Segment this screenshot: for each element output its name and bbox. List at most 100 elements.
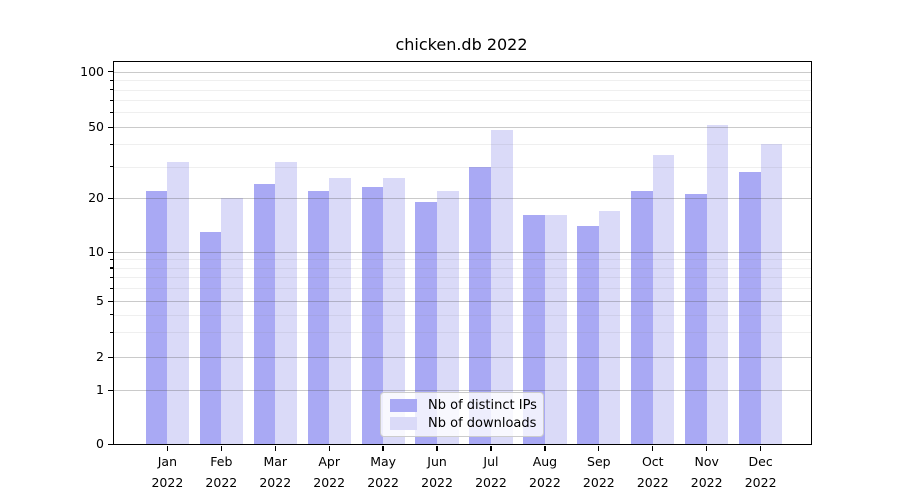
bar-mar-distinct-ips bbox=[253, 183, 276, 444]
legend-label-distinct-ips: Nb of distinct IPs bbox=[428, 398, 537, 413]
bar-jan-downloads bbox=[167, 161, 189, 444]
bar-sep-distinct-ips bbox=[577, 225, 599, 444]
x-tick-oct bbox=[652, 445, 654, 451]
x-tick-label-jan: Jan 2022 bbox=[151, 454, 184, 490]
bar-may-downloads bbox=[383, 177, 405, 444]
bar-jun-distinct-ips bbox=[415, 201, 438, 444]
minor-gridline-80 bbox=[114, 89, 811, 91]
bar-mar-downloads bbox=[275, 161, 297, 444]
bar-feb-distinct-ips bbox=[199, 231, 222, 444]
major-gridline-1 bbox=[114, 390, 811, 392]
y-tick-label-2: 2 bbox=[96, 349, 104, 364]
plot-area: 0 1 2 5 10 20 50 100 Jan 2022 Feb 2022 Mar 2022 Apr 202… bbox=[80, 61, 812, 490]
minor-gridline-8 bbox=[114, 267, 811, 269]
x-tick-label-apr: Apr 2022 bbox=[313, 454, 346, 490]
x-tick-jul bbox=[490, 445, 492, 451]
x-tick-jun bbox=[436, 445, 438, 451]
minor-gridline-30 bbox=[114, 166, 811, 168]
x-tick-label-nov: Nov 2022 bbox=[690, 454, 723, 490]
legend-item-distinct-ips: Nb of distinct IPs bbox=[390, 398, 537, 413]
x-tick-label-sep: Sep 2022 bbox=[582, 454, 615, 490]
x-tick-feb bbox=[220, 445, 222, 451]
y-minor-tick-80 bbox=[109, 89, 113, 91]
y-tick-1 bbox=[107, 389, 113, 392]
legend-item-downloads: Nb of downloads bbox=[390, 416, 537, 431]
bar-aug-distinct-ips bbox=[523, 215, 545, 444]
y-minor-tick-90 bbox=[109, 79, 113, 81]
bar-apr-downloads bbox=[329, 177, 351, 444]
minor-gridline-4 bbox=[114, 314, 811, 316]
bar-jul-distinct-ips bbox=[469, 166, 491, 444]
x-tick-label-dec: Dec 2022 bbox=[744, 454, 777, 490]
bar-jan-distinct-ips bbox=[145, 190, 168, 444]
minor-gridline-90 bbox=[114, 80, 811, 82]
x-tick-nov bbox=[706, 445, 708, 451]
bar-aug-downloads bbox=[544, 215, 567, 444]
chart-title: chicken.db 2022 bbox=[395, 35, 528, 54]
bar-jul-downloads bbox=[490, 130, 513, 444]
x-tick-dec bbox=[759, 445, 762, 451]
x-tick-mar bbox=[274, 445, 276, 451]
major-gridline-2 bbox=[114, 357, 811, 358]
x-tick-jan bbox=[166, 445, 169, 451]
y-tick-label-20: 20 bbox=[88, 190, 104, 205]
y-minor-tick-60 bbox=[109, 111, 113, 114]
legend-swatch-distinct-ips bbox=[390, 399, 417, 412]
bar-oct-distinct-ips bbox=[631, 190, 653, 444]
y-tick-50 bbox=[107, 126, 113, 128]
x-tick-sep bbox=[598, 445, 600, 451]
y-tick-label-5: 5 bbox=[96, 293, 104, 308]
bar-apr-distinct-ips bbox=[307, 190, 330, 444]
x-tick-may bbox=[382, 445, 384, 451]
legend: Nb of distinct IPs Nb of downloads bbox=[380, 392, 544, 437]
x-tick-label-jul: Jul 2022 bbox=[475, 454, 507, 490]
y-minor-tick-9 bbox=[109, 258, 113, 261]
y-tick-5 bbox=[107, 300, 113, 302]
x-tick-label-mar: Mar 2022 bbox=[259, 454, 292, 490]
y-minor-tick-70 bbox=[109, 99, 113, 101]
minor-gridline-9 bbox=[114, 259, 811, 261]
bar-jun-downloads bbox=[437, 190, 459, 444]
major-gridline-100 bbox=[114, 71, 811, 73]
major-gridline-10 bbox=[114, 252, 811, 253]
x-tick-label-oct: Oct 2022 bbox=[636, 454, 669, 490]
y-minor-tick-40 bbox=[109, 143, 113, 146]
bar-may-distinct-ips bbox=[361, 187, 384, 444]
y-tick-20 bbox=[107, 197, 113, 199]
major-gridline-50 bbox=[114, 127, 811, 128]
y-tick-label-10: 10 bbox=[88, 244, 104, 259]
y-tick-label-50: 50 bbox=[88, 119, 104, 134]
y-tick-2 bbox=[107, 356, 113, 358]
y-minor-tick-30 bbox=[109, 166, 113, 168]
bar-nov-distinct-ips bbox=[685, 194, 707, 444]
y-minor-tick-3 bbox=[109, 331, 113, 334]
y-tick-label-1: 1 bbox=[96, 382, 104, 398]
x-tick-label-may: May 2022 bbox=[367, 454, 400, 490]
legend-label-downloads: Nb of downloads bbox=[428, 416, 537, 431]
bar-feb-downloads bbox=[221, 198, 243, 444]
y-minor-tick-7 bbox=[109, 276, 113, 278]
y-tick-0 bbox=[107, 443, 113, 445]
bar-nov-downloads bbox=[706, 125, 729, 444]
minor-gridline-3 bbox=[114, 332, 811, 334]
x-tick-aug bbox=[544, 445, 546, 451]
legend-swatch-downloads bbox=[390, 417, 417, 430]
y-minor-tick-4 bbox=[109, 314, 113, 316]
y-minor-tick-6 bbox=[109, 287, 113, 289]
x-tick-apr bbox=[328, 445, 330, 451]
minor-gridline-60 bbox=[114, 112, 811, 114]
y-tick-label-100: 100 bbox=[80, 63, 104, 79]
minor-gridline-7 bbox=[114, 277, 811, 279]
x-tick-label-jun: Jun 2022 bbox=[421, 454, 453, 490]
x-tick-label-feb: Feb 2022 bbox=[205, 454, 238, 490]
major-gridline-20 bbox=[114, 198, 811, 199]
minor-gridline-70 bbox=[114, 100, 811, 102]
y-minor-tick-8 bbox=[109, 267, 113, 269]
major-gridline-5 bbox=[114, 301, 811, 302]
y-tick-label-0: 0 bbox=[96, 436, 104, 451]
minor-gridline-40 bbox=[114, 144, 811, 146]
y-tick-100 bbox=[107, 71, 113, 73]
bar-sep-downloads bbox=[598, 210, 621, 444]
minor-gridline-6 bbox=[114, 288, 811, 290]
